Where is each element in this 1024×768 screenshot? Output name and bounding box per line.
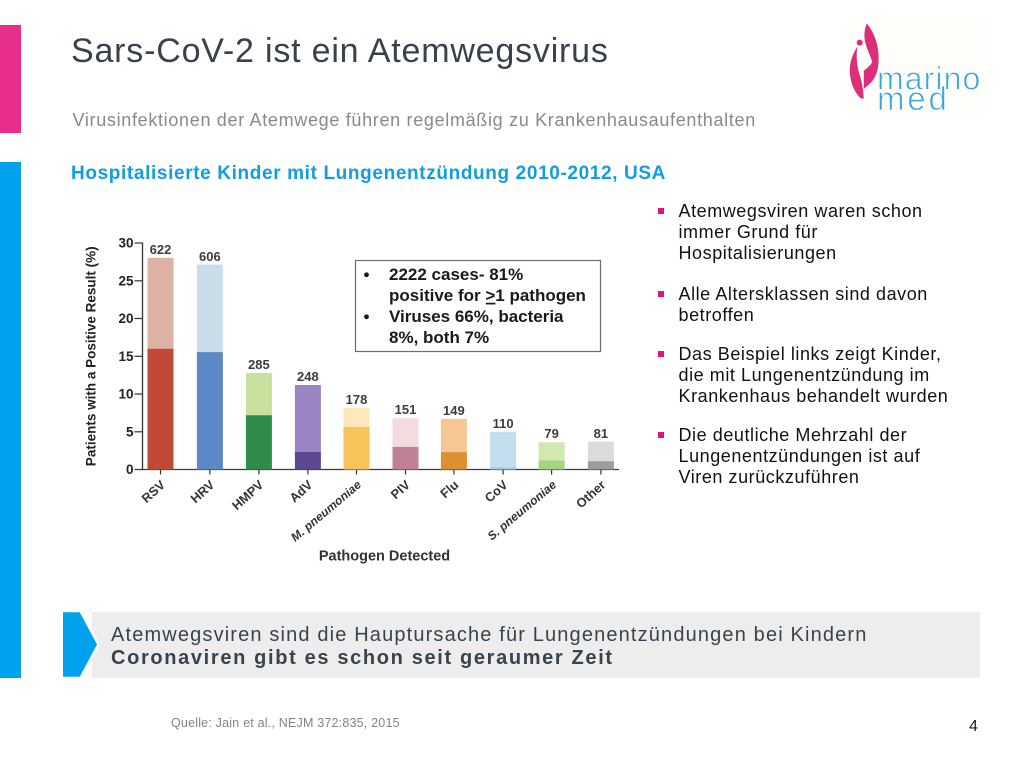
svg-text:20: 20 [118, 311, 133, 326]
svg-text:25: 25 [118, 273, 134, 288]
svg-text:79: 79 [544, 426, 558, 441]
svg-text:Pathogen Detected: Pathogen Detected [319, 549, 450, 565]
svg-text:positive for >1 pathogen: positive for >1 pathogen [389, 286, 586, 305]
svg-text:PIV: PIV [388, 477, 414, 502]
svg-text:Viruses 66%, bacteria: Viruses 66%, bacteria [389, 307, 564, 326]
svg-text:15: 15 [118, 349, 134, 364]
svg-text:5: 5 [126, 424, 134, 439]
svg-text:Other: Other [573, 477, 608, 511]
svg-text:HMPV: HMPV [229, 477, 267, 513]
svg-text:AdV: AdV [286, 477, 315, 506]
svg-text:178: 178 [346, 392, 368, 407]
svg-text:622: 622 [150, 242, 172, 257]
svg-text:Flu: Flu [437, 477, 461, 501]
svg-text:CoV: CoV [482, 477, 511, 506]
svg-text:151: 151 [395, 402, 417, 417]
svg-text:606: 606 [199, 249, 221, 264]
svg-text:0: 0 [126, 462, 134, 477]
svg-text:2222 cases- 81%: 2222 cases- 81% [389, 265, 523, 284]
svg-text:149: 149 [443, 403, 465, 418]
svg-text:Patients with a Positive Resul: Patients with a Positive Result (%) [84, 246, 99, 466]
svg-text:285: 285 [248, 357, 270, 372]
svg-text:248: 248 [297, 369, 319, 384]
svg-text:110: 110 [493, 416, 514, 431]
svg-text:marino: marino [877, 60, 981, 96]
svg-text:10: 10 [118, 387, 133, 402]
svg-text:HRV: HRV [187, 477, 217, 506]
svg-text:8%, both 7%: 8%, both 7% [389, 328, 489, 347]
svg-text:RSV: RSV [138, 477, 168, 506]
svg-text:30: 30 [118, 236, 133, 251]
svg-text:81: 81 [594, 426, 608, 441]
svg-text:med: med [877, 80, 950, 117]
